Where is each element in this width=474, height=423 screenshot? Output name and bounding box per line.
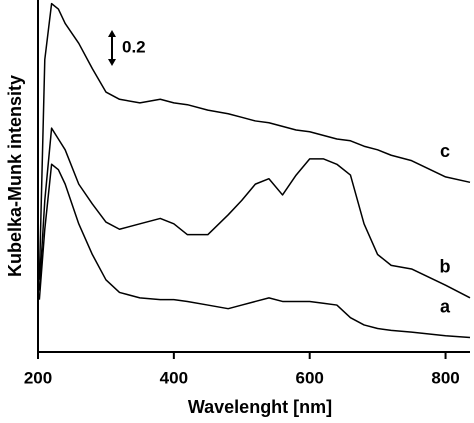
scale-bar-label: 0.2 [122,37,146,56]
x-tick-label: 200 [24,368,52,387]
y-axis-title: Kubelka-Munk intensity [5,75,25,277]
line-series [38,127,471,299]
x-tick-label: 600 [296,368,324,387]
line-series [38,163,471,339]
x-tick-label: 800 [431,368,459,387]
series-label: b [440,257,451,277]
series-label: c [440,141,450,161]
series-label: a [440,296,451,316]
x-axis-title: Wavelenght [nm] [188,397,332,417]
line-series [38,2,471,280]
x-tick-label: 400 [160,368,188,387]
